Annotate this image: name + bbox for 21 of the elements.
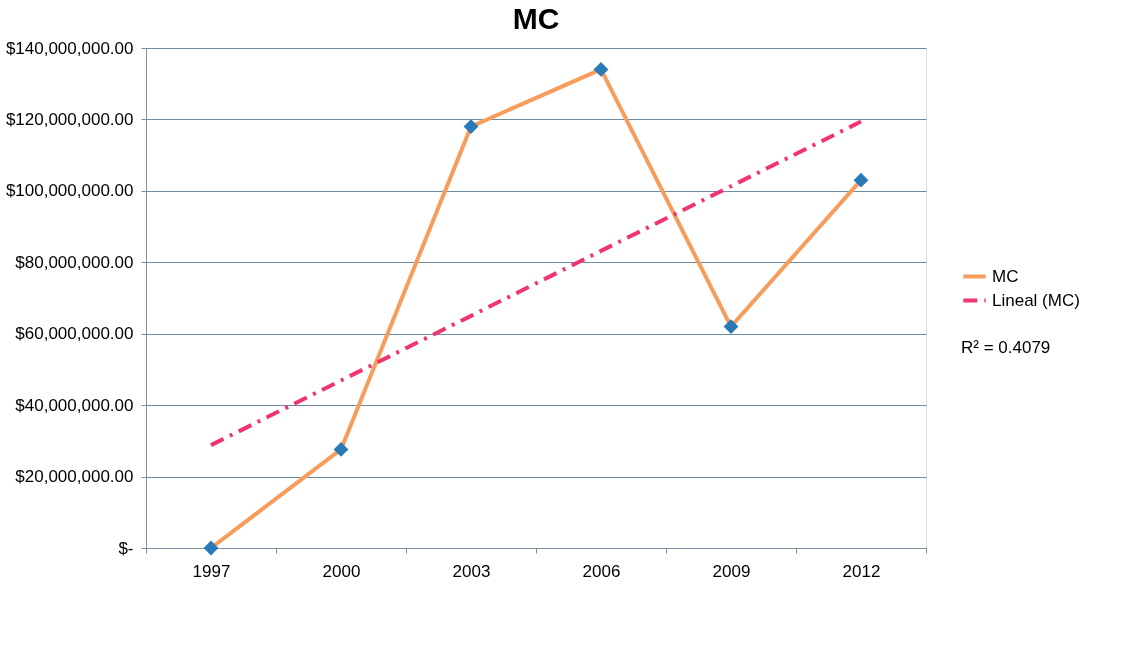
y-tick-label: $80,000,000.00 [15, 252, 134, 272]
x-tick-label: 2003 [452, 561, 491, 581]
legend-label: MC [992, 266, 1019, 286]
x-tick-label: 2000 [322, 561, 361, 581]
x-tick-label: 2009 [712, 561, 751, 581]
y-tick-label: $- [118, 538, 134, 558]
line-series [209, 119, 863, 448]
y-tick-label: $40,000,000.00 [15, 395, 134, 415]
chart-title: MC [512, 2, 560, 35]
legend-label: Lineal (MC) [992, 290, 1080, 310]
x-tick-label: 2012 [842, 561, 881, 581]
x-tick-label: 2006 [582, 561, 621, 581]
point [853, 172, 869, 188]
text: R² = 0.4079 [961, 338, 1051, 357]
point [203, 540, 219, 556]
y-tick-label: $140,000,000.00 [5, 38, 134, 58]
x-tick-label: 1997 [192, 561, 231, 581]
y-tick-label: $60,000,000.00 [15, 324, 134, 344]
y-tick-label: $120,000,000.00 [5, 109, 134, 129]
y-tick-label: $100,000,000.00 [5, 181, 134, 201]
y-tick-label: $20,000,000.00 [15, 467, 134, 487]
